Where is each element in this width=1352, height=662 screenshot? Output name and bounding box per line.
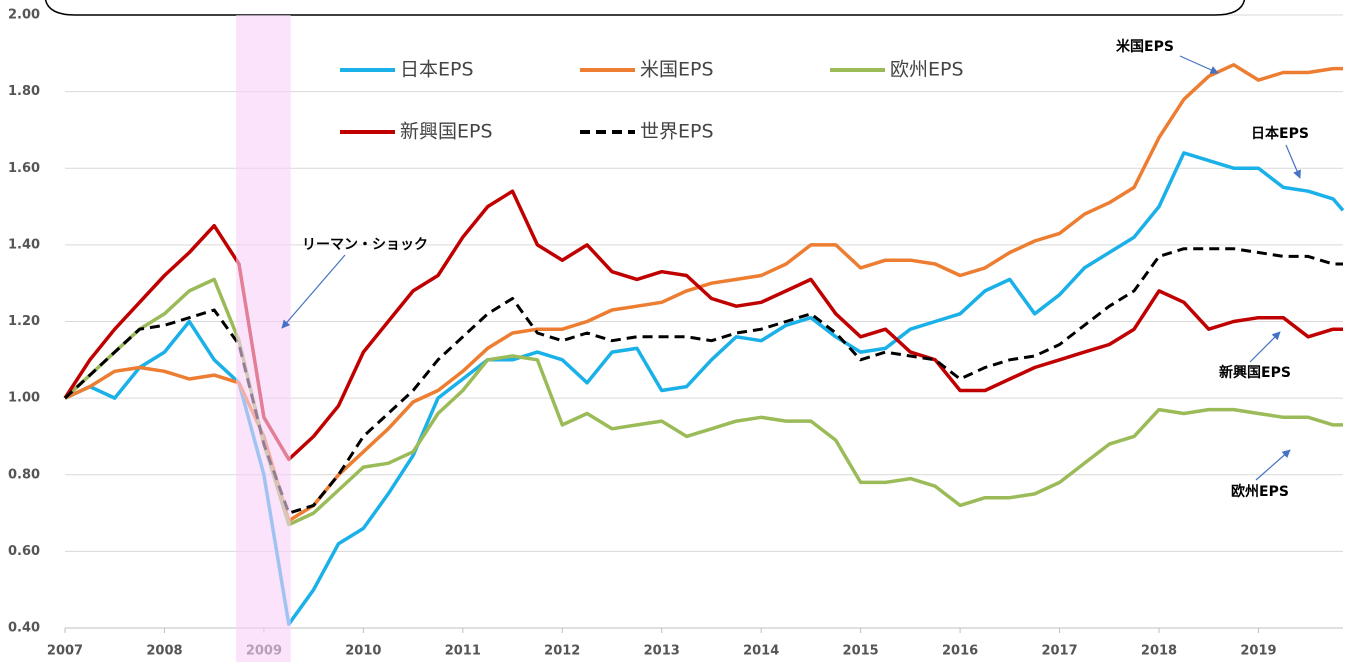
annotation-arrow xyxy=(281,254,346,329)
x-tick-label: 2019 xyxy=(1240,644,1276,659)
x-tick-label: 2017 xyxy=(1041,644,1077,659)
x-tick-label: 2011 xyxy=(445,644,481,659)
annotation: 米国EPS xyxy=(1116,38,1174,55)
legend-label: 新興国EPS xyxy=(400,121,493,143)
y-tick-label: 1.40 xyxy=(8,237,40,252)
info-box xyxy=(44,0,1246,16)
annotation: 日本EPS xyxy=(1251,125,1309,142)
x-tick-label: 2015 xyxy=(843,644,879,659)
legend-label: 米国EPS xyxy=(640,59,714,81)
y-tick-label: 1.20 xyxy=(8,314,40,329)
x-tick-label: 2014 xyxy=(743,644,779,659)
y-tick-label: 1.60 xyxy=(8,161,40,176)
annotation: 新興国EPS xyxy=(1219,364,1291,381)
shade-band xyxy=(236,15,291,662)
annotation: 欧州EPS xyxy=(1231,483,1289,500)
x-tick-label: 2012 xyxy=(544,644,580,659)
x-tick-label: 2016 xyxy=(942,644,978,659)
annotation: リーマン・ショック xyxy=(302,237,428,253)
y-tick-label: 2.00 xyxy=(8,8,40,23)
y-tick-label: 0.60 xyxy=(8,544,40,559)
annotation-arrow xyxy=(1255,449,1291,481)
legend-label: 欧州EPS xyxy=(890,59,964,81)
y-tick-label: 0.40 xyxy=(8,621,40,636)
x-tick-label: 2013 xyxy=(644,644,680,659)
x-tick-label: 2010 xyxy=(345,644,381,659)
annotation-arrow xyxy=(1285,144,1301,179)
annotation-arrow xyxy=(1249,331,1281,363)
y-tick-label: 1.80 xyxy=(8,84,40,99)
x-tick-label: 2008 xyxy=(146,644,182,659)
legend-label: 世界EPS xyxy=(640,121,714,143)
y-tick-label: 0.80 xyxy=(8,467,40,482)
x-tick-label: 2018 xyxy=(1141,644,1177,659)
legend-label: 日本EPS xyxy=(400,59,474,81)
annotation-arrow xyxy=(1179,55,1219,74)
y-tick-label: 1.00 xyxy=(8,391,40,406)
x-tick-label: 2007 xyxy=(47,644,83,659)
